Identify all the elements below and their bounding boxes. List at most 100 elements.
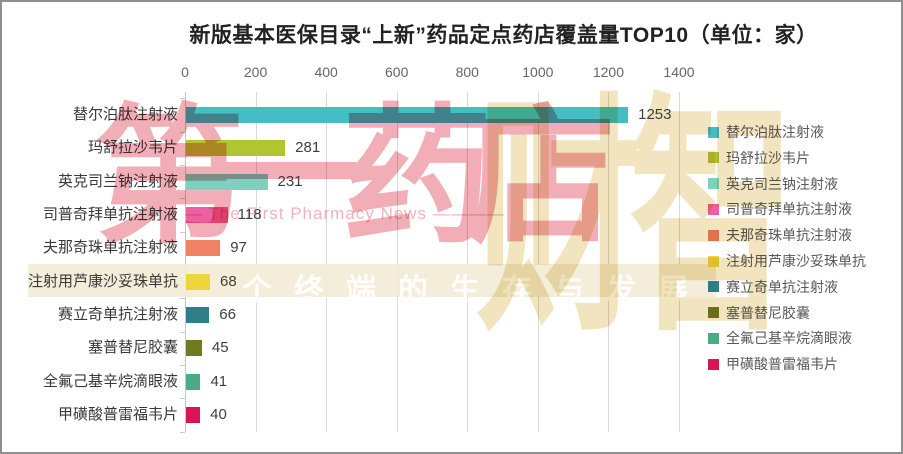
watermark-strip-char: 的 [398, 274, 428, 307]
x-tick-label: 1200 [592, 64, 624, 80]
bar [186, 373, 201, 390]
legend-label: 全氟己基辛烷滴眼液 [726, 330, 852, 347]
legend-label: 塞普替尼胶囊 [726, 304, 810, 321]
watermark-strip-char: 发 [606, 274, 636, 307]
y-axis-tick [180, 365, 185, 367]
bar-value-label: 281 [295, 139, 321, 157]
legend-item: 塞普替尼胶囊 [708, 300, 810, 326]
category-label: 玛舒拉沙韦片 [87, 139, 178, 157]
x-tick-label: 600 [385, 64, 409, 80]
y-axis-tick [180, 298, 185, 300]
bar [186, 207, 228, 224]
category-label: 夫那奇珠单抗注射液 [42, 239, 178, 257]
bar-value-label: 68 [219, 272, 237, 290]
grid-line [326, 92, 328, 432]
x-tick-label: 400 [314, 64, 338, 80]
y-axis-tick [180, 131, 185, 133]
x-axis: 0 200 400 600 800 1000 1200 1400 [2, 64, 901, 84]
category-label: 英克司兰钠注射液 [57, 172, 178, 190]
category-label: 赛立奇单抗注射液 [57, 306, 178, 324]
x-tick-label: 0 [181, 64, 189, 80]
legend-swatch [708, 178, 719, 190]
y-axis-line [185, 92, 186, 432]
y-axis-tick [180, 198, 185, 200]
y-axis-tick [180, 331, 185, 333]
category-label: 甲磺酸普雷福韦片 [57, 406, 178, 424]
watermark-strip-char: 端 [346, 274, 376, 307]
bar-value-label: 41 [210, 372, 228, 390]
legend-label: 司普奇拜单抗注射液 [726, 201, 852, 218]
bar [186, 107, 629, 123]
legend-label: 赛立奇单抗注射液 [726, 278, 838, 295]
grid-line [396, 92, 398, 432]
grid-line [537, 92, 539, 432]
x-tick-label: 1000 [522, 64, 554, 80]
category-label: 替尔泊肽注射液 [72, 106, 178, 123]
legend-swatch [708, 307, 719, 319]
legend-item: 全氟己基辛烷滴眼液 [708, 325, 852, 351]
category-label: 司普奇拜单抗注射液 [42, 206, 178, 224]
legend-swatch [708, 229, 719, 241]
legend-label: 英克司兰钠注射液 [726, 175, 838, 192]
legend-item: 替尔泊肽注射液 [708, 119, 824, 145]
legend-swatch [708, 255, 719, 267]
y-axis-tick [180, 398, 185, 400]
bar-value-label: 231 [277, 172, 303, 190]
legend-label: 替尔泊肽注射液 [726, 124, 824, 140]
x-tick-label: 200 [243, 64, 268, 80]
bar [186, 140, 286, 157]
legend-item: 英克司兰钠注射液 [708, 171, 838, 197]
plot-area: 1253 281 231 118 97 68 66 45 41 40 [180, 92, 680, 433]
legend-item: 赛立奇单抗注射液 [708, 274, 838, 300]
legend-item: 夫那奇珠单抗注射液 [708, 222, 852, 248]
x-tick-label: 1400 [663, 64, 695, 80]
watermark-strip-char: 生 [450, 274, 480, 307]
legend-item: 玛舒拉沙韦片 [708, 145, 810, 171]
legend-swatch [708, 152, 719, 164]
legend-swatch [708, 203, 719, 215]
bar [186, 173, 268, 190]
grid-line [467, 92, 469, 432]
grid-line [255, 92, 257, 432]
chart-title: 新版基本医保目录“上新”药品定点药店覆盖量TOP10（单位：家） [189, 24, 818, 47]
watermark-strip-char: 展 [658, 274, 688, 307]
category-axis: 替尔泊肽注射液玛舒拉沙韦片英克司兰钠注射液司普奇拜单抗注射液 夫那奇珠单抗注射液注… [2, 92, 180, 432]
watermark-strip-char: 与 [554, 274, 584, 307]
y-axis-tick [180, 231, 185, 233]
legend-label: 夫那奇珠单抗注射液 [726, 227, 852, 244]
watermark-strip: 个终端的生存与发展 [28, 264, 716, 307]
bar-value-label: 66 [219, 306, 236, 324]
bar-value-label: 1253 [638, 106, 672, 123]
bar [186, 273, 210, 290]
bar [186, 307, 210, 324]
y-axis-tick [180, 165, 185, 167]
bar-value-label: 40 [210, 406, 227, 424]
legend-item: 注射用芦康沙妥珠单抗 [708, 248, 866, 274]
grid-line [608, 92, 610, 432]
bar [186, 240, 221, 257]
category-label: 全氟己基辛烷滴眼液 [42, 372, 178, 390]
legend-swatch [708, 358, 719, 370]
legend-label: 玛舒拉沙韦片 [726, 149, 810, 166]
legend-label: 甲磺酸普雷福韦片 [726, 356, 838, 373]
legend-label: 注射用芦康沙妥珠单抗 [726, 253, 866, 269]
watermark-strip-char: 个 [242, 274, 272, 307]
y-axis-tick [180, 431, 185, 433]
bar-value-label: 118 [237, 206, 262, 224]
legend-item: 甲磺酸普雷福韦片 [708, 351, 838, 377]
bar-value-label: 97 [230, 239, 247, 257]
y-axis-tick [180, 98, 185, 100]
legend-swatch [708, 332, 719, 344]
category-label: 注射用芦康沙妥珠单抗 [27, 272, 178, 290]
legend-swatch [708, 281, 719, 293]
bar [186, 340, 202, 357]
bar-value-label: 45 [211, 339, 229, 357]
legend-item: 司普奇拜单抗注射液 [708, 196, 852, 222]
bar [186, 407, 201, 424]
x-tick-label: 800 [455, 64, 479, 80]
watermark-strip-char: 终 [294, 274, 324, 307]
legend-swatch [708, 126, 719, 138]
category-label: 塞普替尼胶囊 [87, 339, 178, 357]
grid-line [679, 92, 680, 432]
